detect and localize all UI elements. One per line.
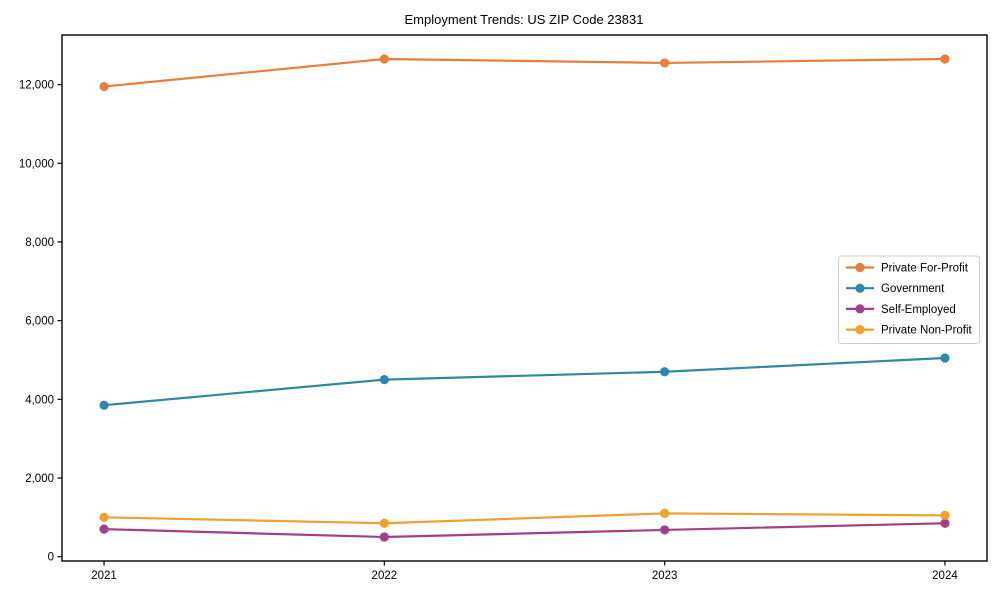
data-point-private-non-profit-2023 xyxy=(660,508,670,518)
legend-item-government: Government xyxy=(846,283,945,295)
y-axis-tick-label: 0 xyxy=(48,552,54,564)
axes-layer: 0 2,000 4,000 6,000 8,000 10,000 12,000 2021 202… xyxy=(19,80,959,582)
data-point-government-2021 xyxy=(99,400,109,410)
y-axis-tick-label: 10,000 xyxy=(19,158,54,170)
plot-border-layer xyxy=(61,34,988,562)
legend-swatch-marker-private-for-profit xyxy=(855,262,865,273)
series-line-private-non-profit xyxy=(102,512,947,525)
data-point-private-non-profit-2022 xyxy=(379,518,389,528)
legend-swatch-marker-private-non-profit xyxy=(855,325,865,335)
data-point-private-non-profit-2024 xyxy=(940,510,950,520)
data-point-self-employed-2021 xyxy=(99,524,109,534)
y-axis-tick-label: 2,000 xyxy=(25,473,54,485)
data-point-private-for-profit-2021 xyxy=(99,81,109,92)
data-point-self-employed-2022 xyxy=(379,532,389,542)
data-point-private-for-profit-2023 xyxy=(660,58,670,68)
y-axis-tick-label: 8,000 xyxy=(25,237,54,249)
chart-title: Employment Trends: US ZIP Code 23831 xyxy=(405,12,644,27)
legend-label-private-non-profit: Private Non-Profit xyxy=(881,325,973,337)
data-point-self-employed-2023 xyxy=(660,525,670,535)
legend-item-private-non-profit: Private Non-Profit xyxy=(846,325,973,337)
legend: Private For-Profit Government Self-Employe… xyxy=(838,255,980,344)
series-line-private-for-profit xyxy=(102,57,947,88)
legend-label-private-for-profit: Private For-Profit xyxy=(881,263,969,275)
legend-item-self-employed: Self-Employed xyxy=(846,304,956,316)
x-axis-tick-label: 2021 xyxy=(91,570,117,582)
data-point-government-2023 xyxy=(660,367,670,377)
data-point-private-for-profit-2022 xyxy=(379,54,389,64)
y-axis-tick-label: 4,000 xyxy=(25,394,54,406)
data-point-government-2024 xyxy=(940,353,950,363)
legend-label-self-employed: Self-Employed xyxy=(881,304,956,316)
legend-swatch-marker-government xyxy=(855,283,865,293)
legend-item-private-for-profit: Private For-Profit xyxy=(846,263,969,275)
data-point-self-employed-2024 xyxy=(940,518,950,528)
series-line-self-employed xyxy=(102,522,947,539)
plot-border xyxy=(61,34,988,562)
legend-label-government: Government xyxy=(881,283,945,295)
data-point-private-for-profit-2024 xyxy=(940,54,950,64)
x-axis-tick-label: 2023 xyxy=(652,570,678,582)
x-axis-tick-label: 2022 xyxy=(372,570,398,582)
legend-swatch-marker-self-employed xyxy=(855,304,865,314)
y-axis-tick-label: 12,000 xyxy=(19,80,54,92)
legend-box xyxy=(838,255,980,344)
series-layer xyxy=(99,54,950,542)
series-line-government xyxy=(102,356,947,407)
data-point-government-2022 xyxy=(379,375,389,385)
x-axis-tick-label: 2024 xyxy=(932,570,958,582)
data-point-private-non-profit-2021 xyxy=(99,512,109,522)
y-axis-tick-label: 6,000 xyxy=(25,316,54,328)
